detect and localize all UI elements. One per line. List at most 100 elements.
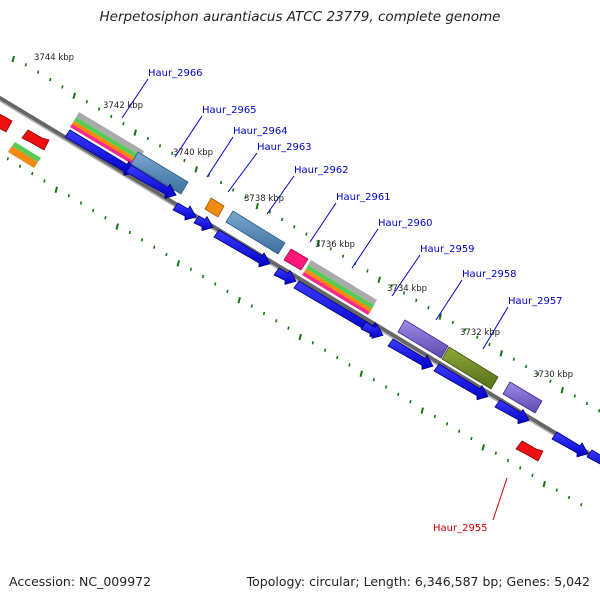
highlight-gene-left[interactable] bbox=[21, 129, 50, 151]
cds-arrow[interactable] bbox=[433, 363, 489, 401]
cds-arrow[interactable] bbox=[125, 164, 177, 199]
upper-track-tick bbox=[146, 136, 149, 141]
gene-connector-line bbox=[174, 115, 203, 158]
cds-arrow[interactable] bbox=[586, 449, 600, 470]
lower-track-tick bbox=[250, 304, 253, 308]
upper-tick-track bbox=[11, 55, 600, 413]
feature-haur-2959[interactable] bbox=[397, 319, 449, 359]
upper-track-tick bbox=[377, 276, 381, 284]
upper-track-tick bbox=[390, 283, 393, 288]
upper-track-tick bbox=[427, 306, 430, 310]
gene-label-haur-2959[interactable]: Haur_2959 bbox=[420, 244, 475, 255]
upper-track-tick bbox=[415, 298, 418, 303]
lower-track-tick bbox=[359, 370, 363, 378]
upper-track-tick bbox=[171, 151, 174, 155]
gene-label-haur-2964[interactable]: Haur_2964 bbox=[233, 126, 288, 137]
upper-track-tick bbox=[72, 92, 76, 100]
lower-track-tick bbox=[18, 164, 22, 168]
feature-haur-2964[interactable] bbox=[204, 197, 225, 218]
lower-track-tick bbox=[397, 392, 400, 397]
lower-track-tick bbox=[298, 333, 302, 341]
highlight-gene-haur-2955[interactable] bbox=[515, 440, 544, 462]
lower-track-tick bbox=[54, 186, 58, 194]
lower-track-tick bbox=[237, 296, 241, 304]
upper-track-tick bbox=[24, 63, 27, 67]
upper-track-tick bbox=[402, 291, 406, 295]
upper-track-tick bbox=[36, 70, 40, 74]
feature-haur-2961[interactable] bbox=[302, 260, 377, 315]
lower-track-tick bbox=[542, 480, 546, 488]
upper-track-tick bbox=[133, 129, 137, 136]
lower-track-tick bbox=[311, 341, 314, 345]
map-title: Herpetosiphon aurantiacus ATCC 23779, co… bbox=[99, 9, 501, 25]
gene-connector-line bbox=[391, 254, 421, 297]
feature-haur-2965[interactable] bbox=[130, 151, 189, 195]
cds-arrow[interactable] bbox=[387, 338, 434, 370]
lower-track-tick bbox=[153, 245, 156, 249]
cds-arrow[interactable] bbox=[213, 229, 271, 268]
lower-track-tick bbox=[555, 488, 558, 492]
lower-track-tick bbox=[6, 157, 9, 161]
gene-connector-line bbox=[492, 477, 508, 521]
upper-track-tick bbox=[341, 254, 345, 258]
lower-track-tick bbox=[104, 216, 107, 220]
upper-track-tick bbox=[232, 188, 235, 192]
lower-track-tick bbox=[458, 429, 461, 433]
upper-track-tick bbox=[305, 232, 308, 236]
cds-arrow[interactable] bbox=[273, 267, 297, 285]
upper-track-tick bbox=[476, 335, 479, 339]
lower-track-tick bbox=[481, 444, 485, 451]
lower-track-tick bbox=[531, 473, 534, 478]
feature-haur-2966[interactable] bbox=[70, 112, 144, 166]
feature-left-edge[interactable] bbox=[0, 112, 41, 168]
gene-label-haur-2962[interactable]: Haur_2962 bbox=[294, 165, 349, 176]
gene-label-haur-2957[interactable]: Haur_2957 bbox=[508, 296, 563, 307]
cds-arrow[interactable] bbox=[360, 321, 384, 339]
lower-tick-track bbox=[6, 157, 583, 507]
scale-tick-label: 3730 kbp bbox=[533, 370, 573, 380]
upper-track-tick bbox=[598, 409, 600, 413]
upper-track-tick bbox=[549, 379, 552, 384]
gene-label-haur-2960[interactable]: Haur_2960 bbox=[378, 218, 433, 229]
scale-tick-label: 3744 kbp bbox=[34, 53, 74, 63]
gene-connector-line bbox=[351, 228, 379, 269]
feature-bars bbox=[0, 112, 543, 414]
lower-track-tick bbox=[323, 348, 327, 352]
cds-arrow[interactable] bbox=[172, 202, 197, 221]
feature-haur-2963[interactable] bbox=[225, 210, 286, 255]
gene-connector-line bbox=[309, 202, 337, 243]
upper-track-tick bbox=[61, 85, 64, 89]
cds-arrows bbox=[64, 129, 600, 470]
gene-label-haur-2966[interactable]: Haur_2966 bbox=[148, 68, 203, 79]
gene-label-haur-2955[interactable]: Haur_2955 bbox=[433, 523, 488, 534]
lower-track-tick bbox=[92, 208, 95, 213]
feature-haur-2958[interactable] bbox=[441, 346, 499, 390]
lower-track-tick bbox=[31, 171, 34, 176]
cds-arrow[interactable] bbox=[494, 399, 530, 425]
gene-label-haur-2963[interactable]: Haur_2963 bbox=[257, 142, 312, 153]
upper-track-tick bbox=[244, 195, 247, 200]
lower-track-tick bbox=[128, 230, 131, 235]
lower-track-tick bbox=[262, 311, 266, 316]
lower-track-tick bbox=[336, 355, 339, 360]
cds-arrow[interactable] bbox=[193, 215, 214, 232]
gene-label-haur-2958[interactable]: Haur_2958 bbox=[462, 269, 517, 280]
upper-track-tick bbox=[268, 210, 271, 214]
lower-track-tick bbox=[165, 252, 168, 257]
upper-track-tick bbox=[122, 122, 125, 126]
feature-haur-2962[interactable] bbox=[283, 248, 309, 271]
gene-label-haur-2965[interactable]: Haur_2965 bbox=[202, 105, 257, 116]
upper-track-tick bbox=[537, 372, 540, 376]
gene-label-haur-2961[interactable]: Haur_2961 bbox=[336, 192, 391, 203]
feature-haur-2957[interactable] bbox=[502, 381, 543, 414]
upper-track-tick bbox=[499, 350, 503, 357]
lower-track-tick bbox=[348, 363, 351, 367]
lower-track-tick bbox=[519, 466, 522, 470]
cds-arrow[interactable] bbox=[551, 431, 589, 458]
upper-track-tick bbox=[49, 77, 52, 82]
upper-track-tick bbox=[316, 239, 320, 247]
upper-track-tick bbox=[585, 401, 589, 406]
lower-track-tick bbox=[189, 267, 192, 271]
lower-track-tick bbox=[43, 179, 46, 183]
